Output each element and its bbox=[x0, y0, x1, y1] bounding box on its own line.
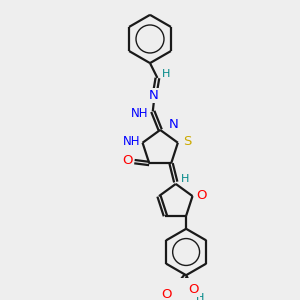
Text: S: S bbox=[183, 135, 191, 148]
Text: NH: NH bbox=[123, 135, 140, 148]
Text: NH: NH bbox=[131, 107, 148, 120]
Text: O: O bbox=[188, 283, 199, 296]
Text: N: N bbox=[149, 89, 159, 102]
Text: H: H bbox=[162, 69, 170, 79]
Text: H: H bbox=[196, 293, 204, 300]
Text: O: O bbox=[161, 288, 172, 300]
Text: N: N bbox=[168, 118, 178, 131]
Text: O: O bbox=[196, 189, 207, 202]
Text: O: O bbox=[122, 154, 132, 167]
Text: H: H bbox=[181, 174, 189, 184]
